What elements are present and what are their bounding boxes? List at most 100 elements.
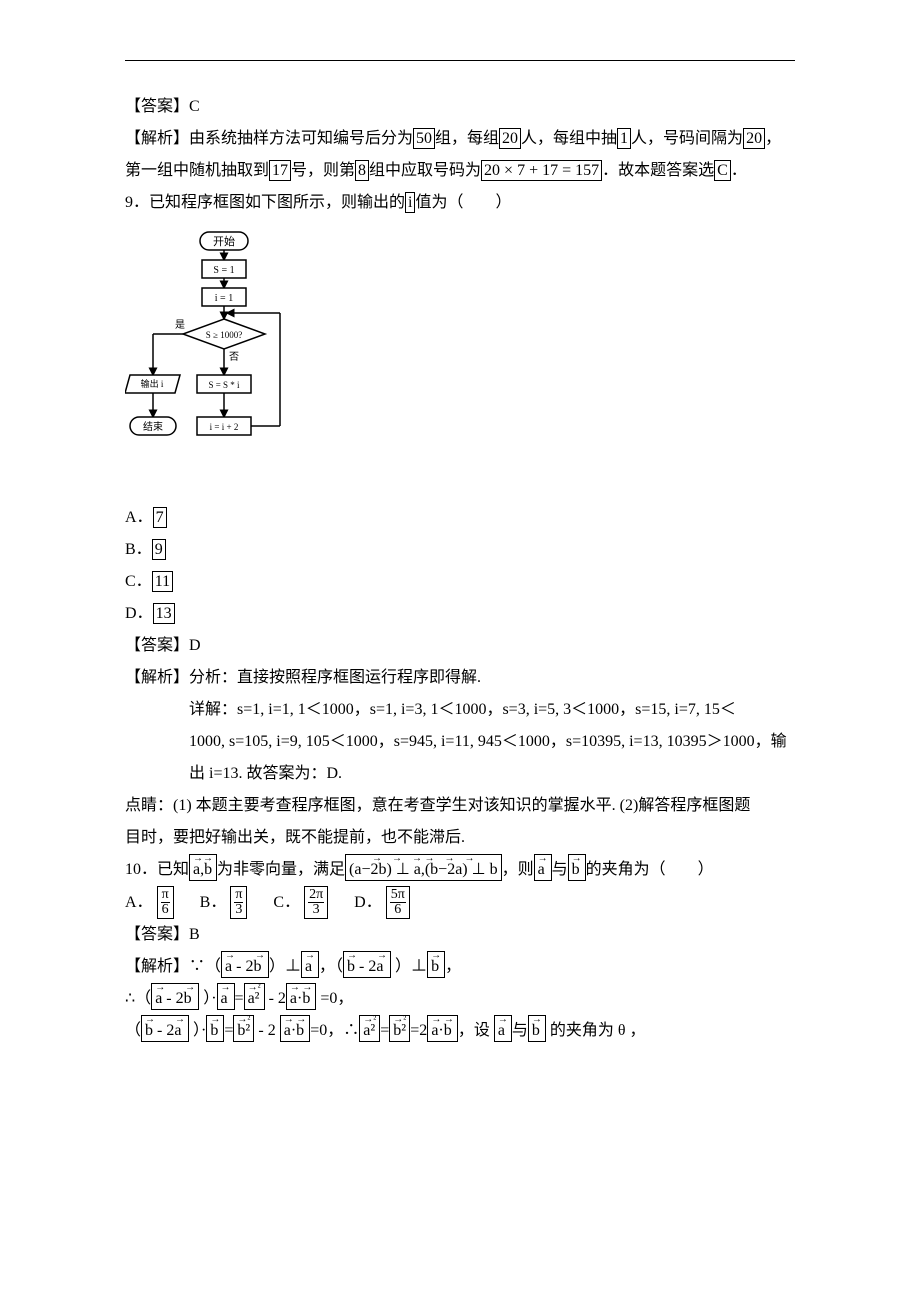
text: 组中应取号码为 xyxy=(369,162,481,179)
boxed-20: 20 xyxy=(499,128,521,149)
boxed-7: 7 xyxy=(153,507,167,528)
boxed-1: 1 xyxy=(617,128,631,149)
text: ，则 xyxy=(502,861,534,878)
q9-answer: 【答案】D xyxy=(125,630,795,662)
text: ）· xyxy=(199,990,216,1007)
vec-l3-2: →b xyxy=(206,1015,224,1042)
q9-dianjing-1: 点睛：(1) 本题主要考查程序框图，意在考查学生对该知识的掌握水平. (2)解答… xyxy=(125,790,795,822)
q10-expl-1: 【解析】∵（→ →a - 2b）⊥→a，（→ →b - 2a ）⊥→b， xyxy=(125,951,795,983)
q10-stem: 10．已知→→a,b为非零向量，满足→ → → → → →(a−2b) ⊥ a,… xyxy=(125,854,795,886)
q10-opt-d: D．5π6 xyxy=(354,886,410,919)
svg-text:输出 i: 输出 i xyxy=(141,378,164,389)
text: s=1, i=1, 1＜1000，s=1, i=3, 1＜1000，s=3, i… xyxy=(237,701,736,718)
svg-text:S = 1: S = 1 xyxy=(213,265,234,276)
opt-prefix: C． xyxy=(125,573,152,590)
opt-prefix: A． xyxy=(125,887,153,919)
text: 的夹角为 θ ， xyxy=(546,1022,646,1039)
boxed-c: C xyxy=(714,160,731,181)
opt-prefix: D． xyxy=(354,887,382,919)
frac-pi-6: π6 xyxy=(157,886,174,919)
q10-answer: 【答案】B xyxy=(125,919,795,951)
text: 9．已知程序框图如下图所示，则输出的 xyxy=(125,194,405,211)
text: ．故本题答案选 xyxy=(602,162,714,179)
boxed-13: 13 xyxy=(153,603,175,624)
flowchart: 开始 S = 1 i = 1 S ≥ 1000? 是 否 输出 i 结束 xyxy=(125,227,295,482)
answer-8: 【答案】C xyxy=(125,91,795,123)
vec-l3-9: →b xyxy=(528,1015,546,1042)
explain-8: 【解析】由系统抽样方法可知编号后分为50组，每组20人，每组中抽1人，号码间隔为… xyxy=(125,123,795,187)
vec-cond: → → → → → →(a−2b) ⊥ a,(b−2a) ⊥ b xyxy=(345,854,502,881)
vec-l3-6: →²b² xyxy=(389,1015,410,1042)
q9-opt-b: B．9 xyxy=(125,534,795,566)
q9-dianjing-2: 目时，要把好输出关，既不能提前，也不能滞后. xyxy=(125,822,795,854)
text: - 2 xyxy=(265,990,286,1007)
vec-l2-2: →a xyxy=(217,983,235,1010)
svg-text:是: 是 xyxy=(175,319,185,331)
boxed-50: 50 xyxy=(413,128,435,149)
q9-detail-1: 详解：s=1, i=1, 1＜1000，s=1, i=3, 1＜1000，s=3… xyxy=(125,694,795,726)
boxed-8: 8 xyxy=(355,160,369,181)
text: = xyxy=(224,1022,233,1039)
text: = xyxy=(235,990,244,1007)
text: 与 xyxy=(552,861,568,878)
page: 【答案】C 【解析】由系统抽样方法可知编号后分为50组，每组20人，每组中抽1人… xyxy=(0,0,920,1302)
boxed-11: 11 xyxy=(152,571,173,592)
text: ）⊥ xyxy=(269,958,301,975)
text: ，（ xyxy=(319,958,343,975)
vec-e2b: →b xyxy=(427,951,445,978)
vec-b: →b xyxy=(568,854,586,881)
svg-text:i = i + 2: i = i + 2 xyxy=(210,422,239,432)
opt-prefix: C． xyxy=(273,887,300,919)
text: 的夹角为（ ） xyxy=(586,861,714,878)
text: =0， xyxy=(316,990,353,1007)
q10-expl-2: ∴（→ →a - 2b ）·→a=→²a² - 2→ →a·b =0， xyxy=(125,983,795,1015)
boxed-20b: 20 xyxy=(743,128,765,149)
opt-prefix: B． xyxy=(125,541,152,558)
text: ． xyxy=(731,162,747,179)
vec-l2-4: → →a·b xyxy=(286,983,317,1010)
vec-l3-8: →a xyxy=(494,1015,512,1042)
text: ，设 xyxy=(458,1022,494,1039)
q9-opt-d: D．13 xyxy=(125,598,795,630)
text: 详解： xyxy=(189,701,237,718)
top-rule xyxy=(125,60,795,61)
vec-l3-7: → →a·b xyxy=(427,1015,458,1042)
svg-text:i = 1: i = 1 xyxy=(215,293,233,304)
text: 值为（ ） xyxy=(415,194,511,211)
text: ， xyxy=(445,958,461,975)
opt-prefix: B． xyxy=(200,887,227,919)
q10-opt-b: B．π3 xyxy=(200,886,248,919)
frac-pi-3: π3 xyxy=(230,886,247,919)
frac-2pi-3: 2π3 xyxy=(304,886,328,919)
opt-prefix: D． xyxy=(125,605,153,622)
vec-l2-3: →²a² xyxy=(244,983,265,1010)
vec-l3-5: →²a² xyxy=(359,1015,380,1042)
q9-analysis: 【解析】分析：直接按照程序框图运行程序即得解. xyxy=(125,662,795,694)
q9-detail-3: 出 i=13. 故答案为：D. xyxy=(125,758,795,790)
text: 【解析】∵（ xyxy=(125,958,221,975)
text: =2 xyxy=(410,1022,427,1039)
vec-e2: → →b - 2a xyxy=(343,951,391,978)
text: 10．已知 xyxy=(125,861,189,878)
q9-detail-2: 1000, s=105, i=9, 105＜1000，s=945, i=11, … xyxy=(125,726,795,758)
q10-options: A．π6 B．π3 C．2π3 D．5π6 xyxy=(125,886,795,919)
boxed-17: 17 xyxy=(269,160,291,181)
boxed-i: i xyxy=(405,192,415,213)
text: = xyxy=(380,1022,389,1039)
text: 组，每组 xyxy=(435,130,499,147)
svg-text:S = S * i: S = S * i xyxy=(208,380,240,390)
svg-text:S ≥ 1000?: S ≥ 1000? xyxy=(206,330,242,340)
text: ）· xyxy=(189,1022,206,1039)
svg-text:结束: 结束 xyxy=(143,420,163,433)
q9-stem: 9．已知程序框图如下图所示，则输出的i值为（ ） xyxy=(125,187,795,219)
text: 【解析】由系统抽样方法可知编号后分为 xyxy=(125,130,413,147)
vec-a: →a xyxy=(534,854,552,881)
q10-expl-3: （→ →b - 2a ）·→b=→²b² - 2 → →a·b=0，∴→²a²=… xyxy=(125,1015,795,1047)
q9-opt-a: A．7 xyxy=(125,502,795,534)
vec-l3-4: → →a·b xyxy=(280,1015,311,1042)
svg-text:开始: 开始 xyxy=(213,234,235,248)
svg-text:否: 否 xyxy=(229,351,239,363)
text: 号，则第 xyxy=(291,162,355,179)
boxed-9: 9 xyxy=(152,539,166,560)
frac-5pi-6: 5π6 xyxy=(386,886,410,919)
